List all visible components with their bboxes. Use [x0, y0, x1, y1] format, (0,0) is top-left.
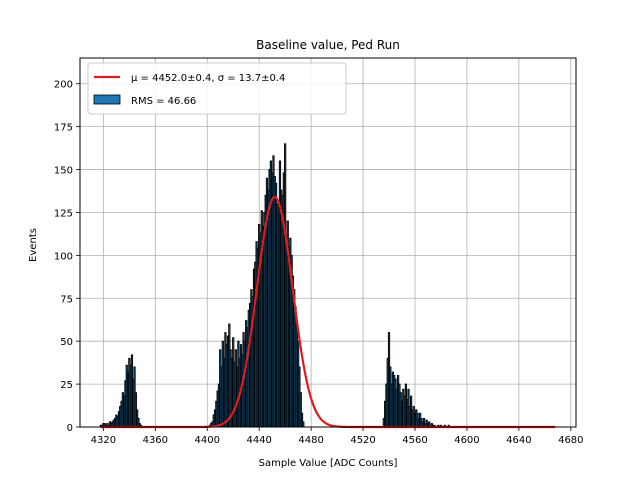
x-tick-label: 4640 — [506, 435, 531, 446]
legend-box — [87, 62, 347, 115]
x-tick-label: 4680 — [558, 435, 583, 446]
y-tick-label: 75 — [60, 294, 73, 305]
x-axis-label: Sample Value [ADC Counts] — [259, 458, 398, 469]
x-tick-label: 4320 — [91, 435, 116, 446]
y-tick-label: 100 — [54, 251, 73, 262]
legend-hist-label: RMS = 46.66 — [131, 96, 196, 107]
legend-hist-swatch — [93, 94, 121, 105]
y-tick-label: 125 — [54, 208, 73, 219]
plot-area-frame — [79, 57, 577, 428]
y-tick-label: 200 — [54, 80, 73, 91]
legend: μ = 4452.0±0.4, σ = 13.7±0.4 RMS = 46.66 — [87, 62, 347, 115]
x-tick-label: 4440 — [246, 435, 271, 446]
y-tick-label: 0 — [67, 423, 73, 434]
x-tick-label: 4480 — [298, 435, 323, 446]
x-tick-label: 4560 — [402, 435, 427, 446]
y-axis-label: Events — [28, 228, 39, 262]
x-tick-label: 4600 — [454, 435, 479, 446]
y-tick-label: 150 — [54, 166, 73, 177]
legend-fit-label: μ = 4452.0±0.4, σ = 13.7±0.4 — [131, 73, 285, 84]
y-axis-ticks: 0 25 50 75 100 125 150 175 200 — [54, 80, 80, 434]
y-tick-label: 50 — [60, 337, 73, 348]
x-tick-label: 4400 — [195, 435, 220, 446]
y-tick-label: 175 — [54, 123, 73, 134]
y-tick-label: 25 — [60, 380, 73, 391]
x-tick-label: 4520 — [350, 435, 375, 446]
x-tick-label: 4360 — [143, 435, 168, 446]
histogram-bar — [302, 421, 305, 428]
x-axis-ticks: 4320 4360 4400 4440 4480 4520 4560 4600 4640 4680 — [91, 427, 584, 446]
chart-title: Baseline value, Ped Run — [256, 38, 400, 52]
